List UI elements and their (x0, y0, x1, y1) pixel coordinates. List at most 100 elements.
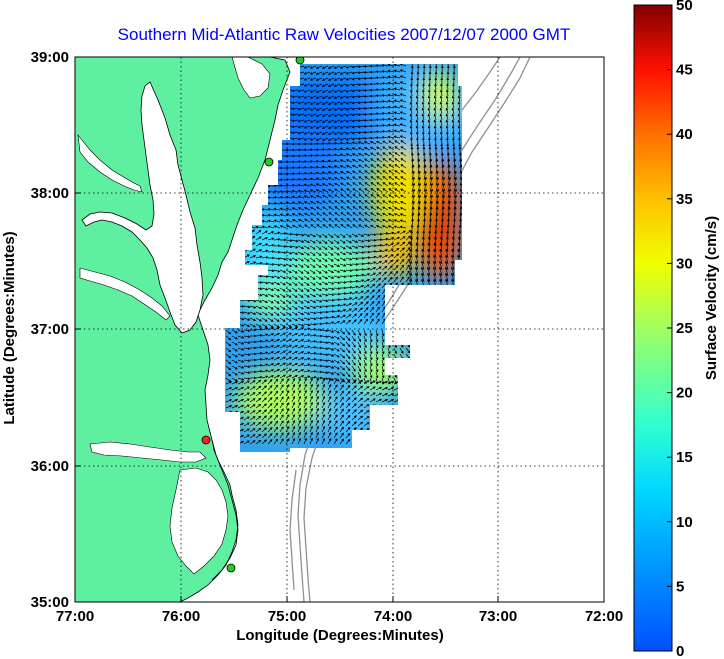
velocity-arrow (393, 129, 401, 133)
velocity-arrow (417, 182, 422, 193)
velocity-arrow (261, 213, 269, 217)
velocity-arrow (441, 176, 445, 187)
x-tick-label: 72:00 (585, 608, 623, 625)
velocity-arrow (279, 362, 286, 367)
velocity-arrow (261, 439, 267, 445)
velocity-arrow (322, 218, 329, 223)
velocity-arrow (291, 305, 298, 310)
velocity-arrow (453, 188, 458, 199)
velocity-arrow (427, 248, 431, 259)
station-marker-north[interactable] (295, 56, 305, 65)
velocity-arrow (285, 384, 290, 391)
station-marker-duck[interactable] (201, 435, 211, 445)
velocity-arrow (321, 125, 329, 129)
station-marker-hatteras[interactable] (226, 563, 236, 573)
velocity-arrow (351, 263, 359, 266)
velocity-arrow (339, 297, 347, 301)
velocity-arrow (417, 176, 421, 187)
velocity-arrow (315, 142, 323, 146)
velocity-arrow (291, 323, 299, 327)
velocity-arrow (409, 89, 413, 97)
velocity-arrow (375, 294, 381, 301)
velocity-arrow (346, 176, 353, 181)
velocity-arrow (237, 392, 245, 397)
velocity-arrow (243, 404, 250, 409)
velocity-arrow (328, 194, 335, 199)
velocity-arrow (369, 278, 376, 283)
velocity-arrow (439, 254, 443, 265)
velocity-arrow (393, 111, 401, 115)
velocity-arrow (370, 164, 377, 169)
velocity-arrow (427, 125, 431, 133)
velocity-arrow (309, 65, 317, 69)
velocity-arrow (375, 238, 383, 242)
velocity-arrow (225, 387, 233, 391)
map-plot-area[interactable] (75, 56, 604, 602)
velocity-arrow (351, 274, 359, 277)
velocity-arrow (321, 189, 329, 193)
velocity-arrow (357, 296, 364, 301)
velocity-arrow (376, 158, 383, 163)
velocity-arrow (243, 428, 250, 433)
velocity-arrow (387, 387, 395, 391)
velocity-arrow (273, 225, 281, 229)
velocity-arrow (255, 255, 263, 259)
velocity-arrow (375, 272, 382, 277)
velocity-arrow (370, 212, 377, 217)
velocity-arrow (321, 113, 329, 117)
velocity-arrow (322, 224, 329, 229)
velocity-arrow (345, 257, 353, 261)
velocity-arrow (351, 141, 359, 145)
velocity-arrow (333, 396, 338, 403)
velocity-arrow (279, 408, 284, 415)
velocity-arrow (303, 71, 311, 75)
velocity-arrow (357, 153, 365, 157)
velocity-arrow (399, 105, 407, 109)
velocity-arrow (267, 396, 273, 403)
velocity-arrow (231, 405, 239, 409)
velocity-arrow (321, 83, 329, 87)
station-marker-delaware[interactable] (264, 157, 274, 167)
velocity-arrow (452, 71, 456, 78)
velocity-arrow (225, 353, 232, 359)
velocity-arrow (381, 100, 389, 103)
velocity-arrow (231, 399, 239, 403)
velocity-arrow (273, 326, 281, 331)
velocity-arrow (345, 378, 351, 385)
velocity-arrow (321, 233, 328, 238)
velocity-arrow (363, 422, 370, 427)
velocity-arrow (357, 77, 365, 81)
velocity-arrow (423, 164, 427, 175)
velocity-arrow (267, 333, 275, 337)
velocity-arrow (333, 77, 341, 81)
velocity-arrow (267, 317, 274, 322)
velocity-arrow (357, 147, 365, 151)
velocity-arrow (225, 365, 232, 371)
velocity-arrow (393, 231, 401, 235)
velocity-arrow (297, 305, 304, 310)
velocity-arrow (249, 386, 256, 391)
velocity-arrow (345, 291, 353, 295)
velocity-arrow (255, 375, 263, 379)
velocity-arrow (345, 365, 351, 372)
velocity-arrow (333, 287, 341, 290)
velocity-arrow (363, 77, 371, 80)
velocity-arrow (351, 125, 359, 129)
velocity-arrow (351, 65, 359, 69)
velocity-arrow (273, 362, 281, 367)
velocity-arrow (267, 287, 275, 291)
velocity-arrow (237, 398, 245, 403)
velocity-arrow (279, 338, 286, 343)
velocity-arrow (321, 419, 326, 427)
velocity-arrow (333, 402, 338, 409)
velocity-arrow (297, 369, 305, 373)
velocity-arrow (381, 237, 389, 241)
velocity-arrow (303, 245, 310, 250)
velocity-arrow (351, 153, 359, 157)
velocity-arrow (357, 318, 363, 325)
velocity-arrow (261, 323, 268, 328)
velocity-arrow (357, 409, 364, 415)
velocity-arrow (453, 212, 457, 223)
velocity-arrow (333, 177, 341, 181)
velocity-arrow (327, 165, 335, 169)
